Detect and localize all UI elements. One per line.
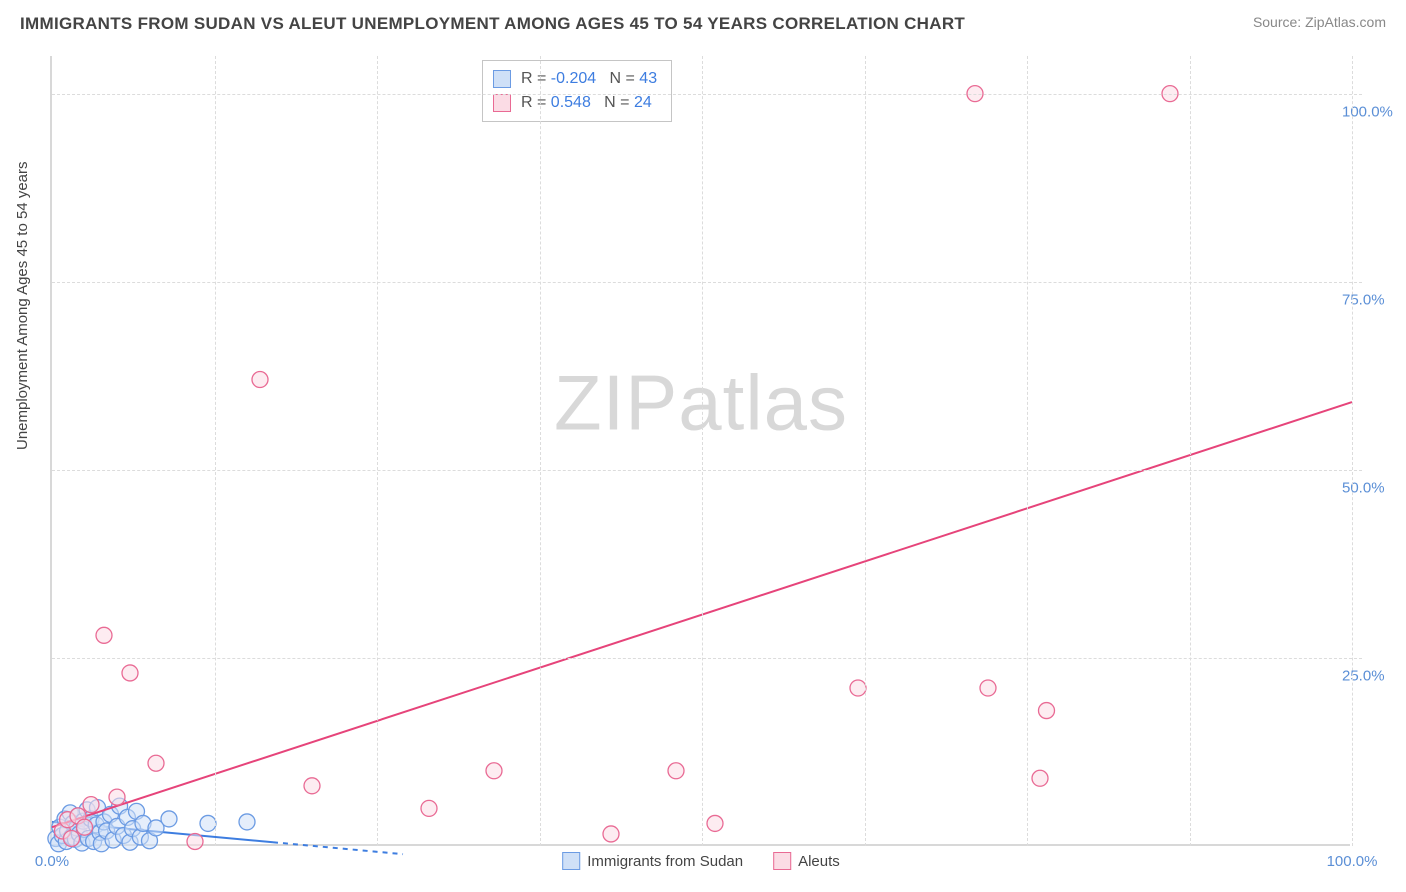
- gridline-horizontal: [52, 658, 1362, 659]
- gridline-vertical: [1352, 56, 1353, 846]
- x-tick-label: 0.0%: [35, 853, 69, 870]
- gridline-vertical: [1190, 56, 1191, 846]
- gridline-vertical: [865, 56, 866, 846]
- gridline-horizontal: [52, 94, 1362, 95]
- source-attribution: Source: ZipAtlas.com: [1253, 14, 1386, 30]
- gridline-vertical: [540, 56, 541, 846]
- y-tick-label: 75.0%: [1342, 291, 1402, 308]
- y-axis-label: Unemployment Among Ages 45 to 54 years: [14, 161, 31, 450]
- gridline-vertical: [215, 56, 216, 846]
- source-site: ZipAtlas.com: [1305, 14, 1386, 30]
- y-tick-label: 100.0%: [1342, 103, 1402, 120]
- legend-swatch: [562, 852, 580, 870]
- gridline-vertical: [1027, 56, 1028, 846]
- legend-swatch: [773, 852, 791, 870]
- gridline-horizontal: [52, 282, 1362, 283]
- legend-item: Aleuts: [773, 852, 840, 870]
- legend-label: Aleuts: [798, 853, 840, 870]
- legend-item: Immigrants from Sudan: [562, 852, 743, 870]
- gridline-horizontal: [52, 470, 1362, 471]
- gridline-vertical: [377, 56, 378, 846]
- y-tick-label: 25.0%: [1342, 667, 1402, 684]
- plot-area: ZIPatlas R = -0.204 N = 43R = 0.548 N = …: [50, 56, 1350, 846]
- gridline-vertical: [702, 56, 703, 846]
- source-prefix: Source:: [1253, 14, 1305, 30]
- legend: Immigrants from Sudan Aleuts: [562, 852, 840, 870]
- x-tick-label: 100.0%: [1327, 853, 1378, 870]
- y-tick-label: 50.0%: [1342, 479, 1402, 496]
- legend-label: Immigrants from Sudan: [587, 853, 743, 870]
- chart-title: IMMIGRANTS FROM SUDAN VS ALEUT UNEMPLOYM…: [20, 14, 965, 34]
